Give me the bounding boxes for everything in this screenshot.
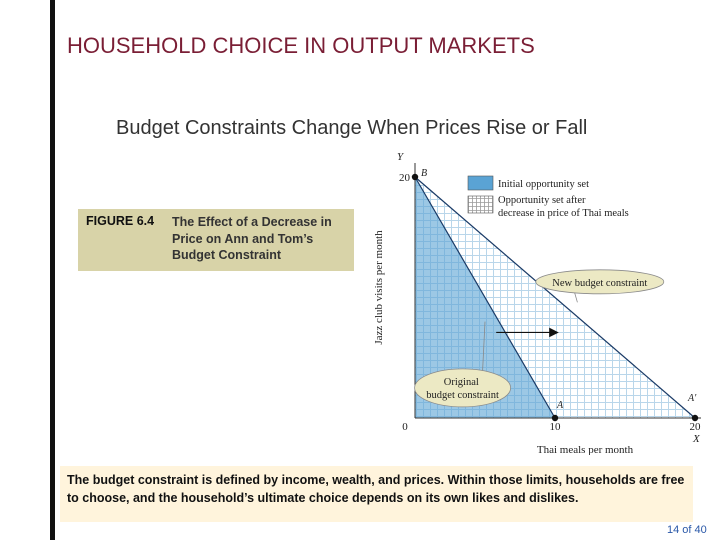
point-a-prime (691, 414, 699, 422)
footer-note-box: The budget constraint is defined by inco… (60, 466, 693, 522)
y-axis-letter: Y (397, 151, 405, 163)
figure-caption-box: FIGURE 6.4 The Effect of a Decrease in P… (78, 209, 354, 271)
x-tick-label: 20 (690, 421, 702, 433)
original-budget-constraint-label: Original budget constraint (426, 377, 499, 401)
slide-title: HOUSEHOLD CHOICE IN OUTPUT MARKETS (67, 33, 535, 58)
original-label-line-2: budget constraint (426, 390, 499, 401)
budget-constraint-chart: Y X Jazz club visits per month Thai meal… (373, 151, 702, 455)
page-number: 14 of 40 (667, 524, 707, 536)
original-label-line-1: Original (444, 377, 479, 388)
figure-number: FIGURE 6.4 (86, 214, 155, 228)
left-rule (50, 0, 55, 540)
footer-note: The budget constraint is defined by inco… (67, 473, 685, 505)
legend-label-after-decrease: Opportunity set after decrease in price … (498, 195, 629, 219)
new-budget-constraint-callout: New budget constraint (535, 269, 665, 303)
x-axis-label: Thai meals per month (537, 444, 634, 455)
x-tick-label: 0 (402, 421, 408, 433)
point-label-a-prime: A' (687, 393, 697, 404)
original-budget-constraint-callout: Original budget constraint (414, 321, 511, 408)
legend-label-after-line-2: decrease in price of Thai meals (498, 208, 629, 219)
new-budget-constraint-line (414, 176, 696, 419)
y-tick-label: 20 (399, 172, 411, 184)
legend-swatch-initial (467, 175, 494, 191)
figure-caption: The Effect of a Decrease in Price on Ann… (172, 215, 332, 262)
legend-label-after-line-1: Opportunity set after (498, 195, 586, 206)
legend-swatch-after-decrease (467, 195, 494, 214)
point-label-a: A (556, 400, 564, 411)
y-axis-label: Jazz club visits per month (373, 230, 385, 345)
x-tick-label: 10 (550, 421, 562, 433)
slide-subtitle: Budget Constraints Change When Prices Ri… (116, 117, 588, 139)
x-axis-letter: X (692, 433, 701, 445)
new-budget-constraint-label: New budget constraint (552, 278, 647, 289)
legend-label-initial: Initial opportunity set (498, 179, 589, 190)
point-b (411, 173, 419, 181)
point-label-b: B (421, 168, 427, 179)
original-budget-constraint-line (414, 176, 556, 419)
chart-legend: Initial opportunity set Opportunity set … (467, 175, 629, 219)
point-a (551, 414, 559, 422)
